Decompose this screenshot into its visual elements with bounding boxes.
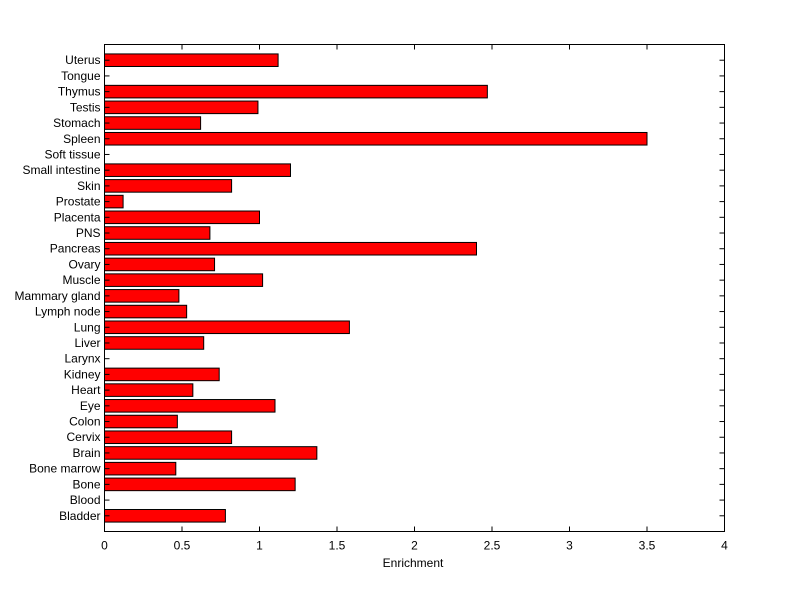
y-tick-label: Larynx (64, 352, 100, 366)
bar (104, 367, 220, 382)
bar (104, 210, 260, 225)
y-tick-label: Uterus (65, 53, 100, 67)
bar (104, 399, 276, 413)
bar (104, 100, 259, 115)
y-tick-label: Liver (74, 336, 100, 350)
y-tick-label: Stomach (53, 116, 100, 130)
y-tick-label: Lymph node (35, 305, 101, 319)
bar (104, 430, 233, 445)
x-tick-label: 2 (411, 539, 418, 553)
bar (104, 289, 180, 303)
y-tick-label: Eye (80, 399, 101, 413)
bar (104, 273, 264, 287)
y-tick-label: Small intestine (22, 163, 100, 177)
y-tick-label: Testis (70, 100, 101, 114)
y-tick-label: Ovary (68, 257, 100, 271)
bar (104, 226, 211, 240)
y-tick-label: Lung (74, 320, 101, 334)
bar (104, 320, 350, 335)
y-tick-label: Skin (77, 179, 100, 193)
bar (104, 461, 177, 476)
x-axis-label: Enrichment (383, 556, 444, 570)
bar (104, 304, 188, 319)
plot-frame (104, 44, 725, 532)
y-tick-label: Brain (72, 446, 100, 460)
y-tick-label: Cervix (66, 430, 100, 444)
y-tick-label: Blood (70, 493, 101, 507)
y-tick-label: Colon (69, 415, 100, 429)
x-tick-label: 3.5 (639, 539, 656, 553)
bar (104, 257, 216, 272)
bar (104, 53, 279, 67)
bar (104, 241, 477, 256)
bar (104, 414, 178, 429)
y-tick-label: Spleen (63, 132, 100, 146)
bar (104, 509, 226, 523)
bar (104, 446, 318, 460)
bar (104, 116, 202, 130)
y-tick-label: Mammary gland (14, 289, 100, 303)
bar (104, 383, 194, 397)
bar (104, 131, 648, 146)
y-tick-label: Muscle (62, 273, 100, 287)
x-tick-label: 0.5 (174, 539, 191, 553)
y-tick-label: Thymus (58, 85, 101, 99)
x-tick-label: 3 (566, 539, 573, 553)
y-tick-label: PNS (76, 226, 101, 240)
y-tick-label: Tongue (61, 69, 101, 83)
bars-group (104, 53, 648, 523)
y-tick-label: Soft tissue (44, 147, 100, 161)
x-tick-labels: 0 0.5 1 1.5 2 2.5 3 3.5 4 (101, 539, 728, 553)
x-tick-label: 1 (256, 539, 263, 553)
y-tick-label: Bladder (59, 509, 100, 523)
x-tick-label: 4 (721, 539, 728, 553)
x-tick-label: 0 (101, 539, 108, 553)
x-tick-label: 1.5 (329, 539, 346, 553)
y-tick-label: Bone marrow (29, 462, 101, 476)
y-tick-label: Bone (72, 477, 100, 491)
bar (104, 163, 291, 177)
y-tick-label: Prostate (56, 195, 101, 209)
y-tick-label: Pancreas (50, 242, 101, 256)
ticks-group (104, 44, 725, 532)
bar (104, 336, 205, 350)
y-tick-label: Heart (71, 383, 101, 397)
bar (104, 179, 233, 193)
y-tick-label: Kidney (64, 367, 101, 381)
y-tick-label: Placenta (54, 210, 101, 224)
bar (104, 477, 296, 492)
x-tick-label: 2.5 (484, 539, 501, 553)
bar (104, 84, 488, 99)
